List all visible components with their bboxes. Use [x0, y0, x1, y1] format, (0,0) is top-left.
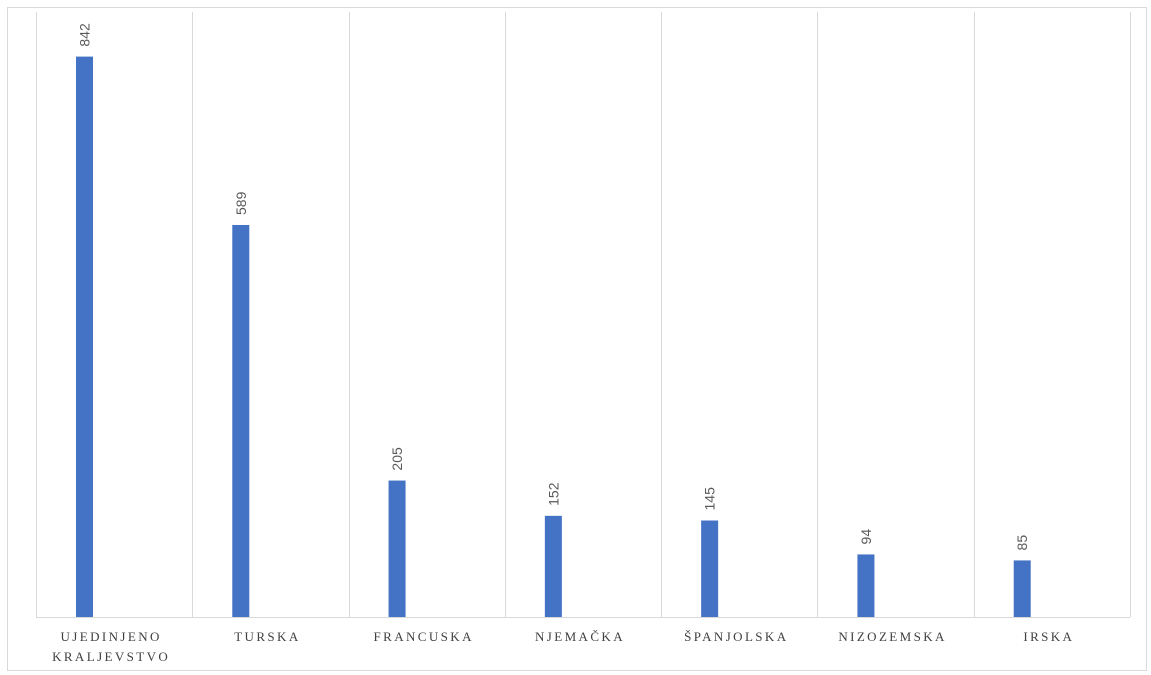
bar — [857, 554, 875, 617]
bar — [232, 224, 250, 617]
chart-frame — [7, 7, 1147, 671]
category-label: NIZOZEMSKA — [838, 629, 947, 644]
data-label: 85 — [1014, 535, 1030, 551]
data-label: 94 — [858, 529, 874, 545]
bar — [544, 515, 562, 617]
bar — [1013, 560, 1031, 617]
data-label: 205 — [389, 447, 405, 471]
bar — [701, 520, 719, 617]
data-label: 842 — [77, 23, 93, 47]
category-labels: UJEDINJENO KRALJEVSTVO TURSKA FRANCUSKA NJEM… — [52, 629, 1074, 664]
category-label: NJEMAČKA — [535, 629, 625, 644]
data-labels: 842 589 205 152 145 94 85 — [77, 23, 1031, 550]
bar — [76, 56, 93, 617]
bars — [76, 56, 1031, 617]
data-label: 589 — [233, 191, 249, 215]
category-label: TURSKA — [234, 629, 300, 644]
category-label: KRALJEVSTVO — [52, 649, 170, 664]
category-label: IRSKA — [1023, 629, 1074, 644]
category-label: ŠPANJOLSKA — [684, 629, 788, 644]
data-label: 145 — [702, 487, 718, 511]
bar — [388, 480, 406, 617]
data-label: 152 — [545, 482, 561, 506]
gridlines — [36, 12, 1131, 618]
category-label: UJEDINJENO — [61, 629, 162, 644]
category-label: FRANCUSKA — [374, 629, 474, 644]
